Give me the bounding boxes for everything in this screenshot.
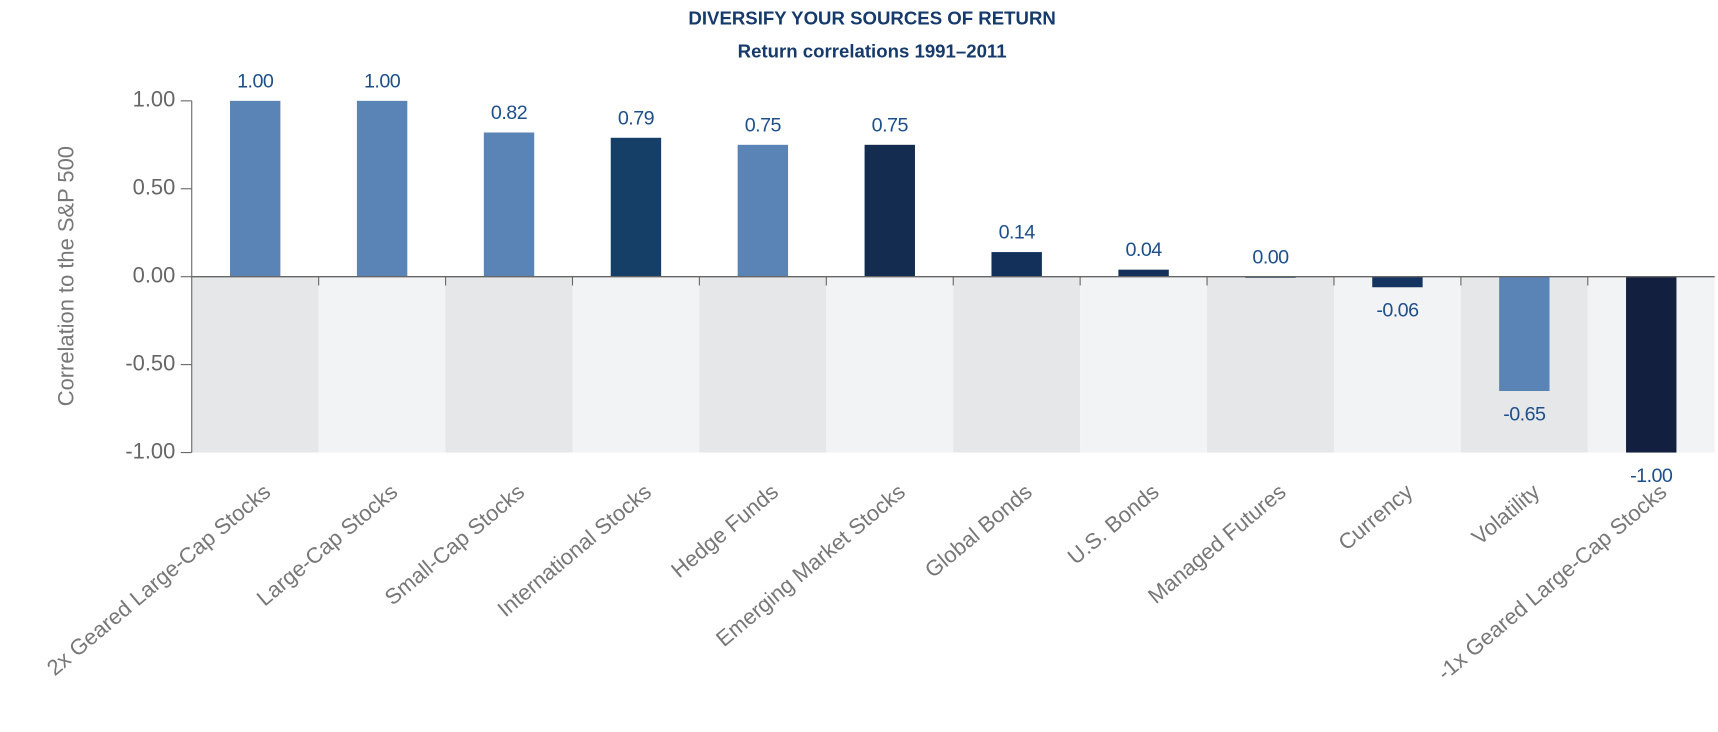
bar <box>1626 276 1677 453</box>
value-label: 0.00 <box>1252 246 1289 268</box>
background-bands <box>191 276 1715 453</box>
value-label: 0.14 <box>999 222 1036 244</box>
chart-title: DIVERSIFY YOUR SOURCES OF RETURN <box>688 8 1055 29</box>
x-tick-label: Currency <box>1333 479 1417 555</box>
band <box>826 276 954 453</box>
x-tick-label: Hedge Funds <box>666 479 783 583</box>
band <box>953 276 1081 453</box>
band <box>318 276 446 453</box>
band <box>1207 276 1334 453</box>
x-tick-label: U.S. Bonds <box>1063 479 1164 569</box>
value-label: -0.65 <box>1503 403 1546 425</box>
x-tick-label: 2x Geared Large-Cap Stocks <box>42 479 275 681</box>
y-tick-label: 0.50 <box>133 175 176 200</box>
value-label: 0.04 <box>1126 239 1163 261</box>
y-tick-label: 0.00 <box>133 262 176 287</box>
bar <box>229 100 281 277</box>
bar <box>1372 276 1423 288</box>
y-tick-label: 1.00 <box>133 87 176 112</box>
x-tick-label: -1x Geared Large-Cap Stocks <box>1432 479 1671 685</box>
band <box>445 276 573 453</box>
value-label: 1.00 <box>237 70 274 92</box>
value-label: -1.00 <box>1630 465 1673 487</box>
value-label: 0.75 <box>745 114 782 136</box>
x-tick-label: Volatility <box>1467 479 1545 550</box>
band <box>699 276 827 453</box>
y-axis-label: Correlation to the S&P 500 <box>54 146 79 406</box>
bar <box>991 252 1042 277</box>
band <box>1080 276 1208 453</box>
value-label: 1.00 <box>364 70 401 92</box>
y-tick-label: -1.00 <box>125 438 175 463</box>
bar <box>1499 276 1550 392</box>
y-tick-label: -0.50 <box>125 350 175 375</box>
bar <box>864 144 915 277</box>
value-label: -0.06 <box>1376 300 1419 322</box>
band <box>572 276 700 453</box>
chart-subtitle: Return correlations 1991–2011 <box>738 41 1007 62</box>
bar <box>356 100 408 277</box>
bar <box>737 144 789 277</box>
bar <box>483 132 535 277</box>
x-tick-label: Global Bonds <box>920 479 1037 583</box>
value-label: 0.82 <box>491 102 527 124</box>
bar <box>610 137 662 277</box>
bar <box>1118 269 1169 277</box>
value-label: 0.79 <box>618 107 655 129</box>
band <box>1333 276 1461 453</box>
value-label: 0.75 <box>872 114 909 136</box>
x-tick-label: Managed Futures <box>1143 479 1291 609</box>
band <box>191 276 319 453</box>
